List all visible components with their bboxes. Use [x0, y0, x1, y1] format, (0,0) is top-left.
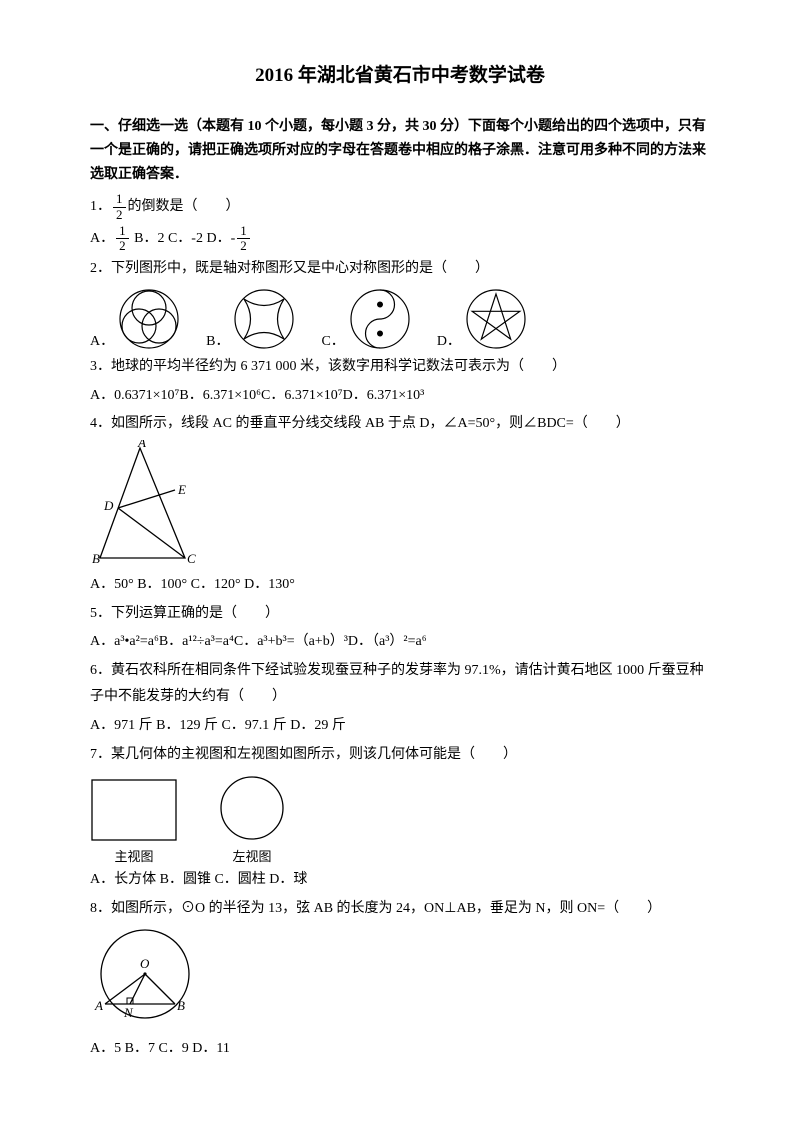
- svg-text:A: A: [137, 440, 146, 450]
- svg-text:C: C: [187, 551, 196, 566]
- svg-text:D: D: [103, 498, 114, 513]
- q1-fraction: 12: [113, 192, 126, 222]
- q1-optD-frac: 12: [237, 224, 250, 254]
- q2-figure-D: [465, 288, 527, 350]
- svg-text:N: N: [123, 1005, 134, 1020]
- q2-figure-A: [118, 288, 180, 350]
- question-3: 3．地球的平均半径约为 6 371 000 米，该数字用科学记数法可表示为（ ）: [90, 354, 710, 381]
- q1-optD: D．-: [206, 231, 235, 246]
- q2-label-B: B．: [206, 330, 229, 350]
- q8-figure: O A B N: [90, 924, 710, 1034]
- question-3-options: A．0.6371×10⁷B．6.371×10⁶C．6.371×10⁷D．6.37…: [90, 383, 710, 410]
- question-8: 8．如图所示，⊙O 的半径为 13，弦 AB 的长度为 24，ON⊥AB，垂足为…: [90, 896, 710, 923]
- question-2-figures: A． B． C．: [90, 288, 710, 350]
- svg-text:B: B: [177, 998, 185, 1013]
- q2-figure-C: [349, 288, 411, 350]
- question-1: 1．12的倒数是（ ）: [90, 192, 710, 222]
- question-6: 6．黄石农科所在相同条件下经试验发现蚕豆种子的发芽率为 97.1%，请估计黄石地…: [90, 658, 710, 711]
- q7-left-view: [218, 774, 286, 842]
- q2-label-D: D．: [437, 330, 461, 350]
- question-5: 5．下列运算正确的是（ ）: [90, 601, 710, 628]
- q7-main-view-label: 主视图: [90, 846, 178, 865]
- q2-label-A: A．: [90, 330, 114, 350]
- q1-optC: C．-2: [168, 231, 203, 246]
- q7-left-view-label: 左视图: [218, 846, 286, 865]
- svg-text:B: B: [92, 551, 100, 566]
- question-6-options: A．971 斤 B．129 斤 C．97.1 斤 D．29 斤: [90, 713, 710, 740]
- q1-optA: A．: [90, 231, 114, 246]
- q1-stem-pre: 1．: [90, 199, 111, 214]
- q4-figure: A B C D E: [90, 440, 710, 570]
- question-2: 2．下列图形中，既是轴对称图形又是中心对称图形的是（ ）: [90, 256, 710, 283]
- q1-optB: B．2: [134, 231, 164, 246]
- question-7: 7．某几何体的主视图和左视图如图所示，则该几何体可能是（ ）: [90, 742, 710, 769]
- question-4-options: A．50° B．100° C．120° D．130°: [90, 572, 710, 599]
- q7-main-view: [90, 778, 178, 842]
- q1-stem-post: 的倒数是（ ）: [128, 199, 240, 214]
- q2-label-C: C．: [321, 330, 344, 350]
- section-heading: 一、仔细选一选（本题有 10 个小题，每小题 3 分，共 30 分）下面每个小题…: [90, 115, 710, 186]
- q2-figure-B: [233, 288, 295, 350]
- q7-views: 主视图 左视图: [90, 774, 710, 865]
- question-4: 4．如图所示，线段 AC 的垂直平分线交线段 AB 于点 D，∠A=50°，则∠…: [90, 411, 710, 438]
- question-1-options: A．12 B．2 C．-2 D．-12: [90, 224, 710, 254]
- page-title: 2016 年湖北省黄石市中考数学试卷: [90, 60, 710, 87]
- svg-text:A: A: [94, 998, 103, 1013]
- question-8-options: A．5 B．7 C．9 D．11: [90, 1036, 710, 1063]
- q1-optA-frac: 12: [116, 224, 129, 254]
- svg-text:E: E: [177, 482, 186, 497]
- question-7-options: A．长方体 B．圆锥 C．圆柱 D．球: [90, 867, 710, 894]
- question-5-options: A．a³•a²=a⁶B．a¹²÷a³=a⁴C．a³+b³=（a+b）³D．（a³…: [90, 629, 710, 656]
- svg-text:O: O: [140, 956, 150, 971]
